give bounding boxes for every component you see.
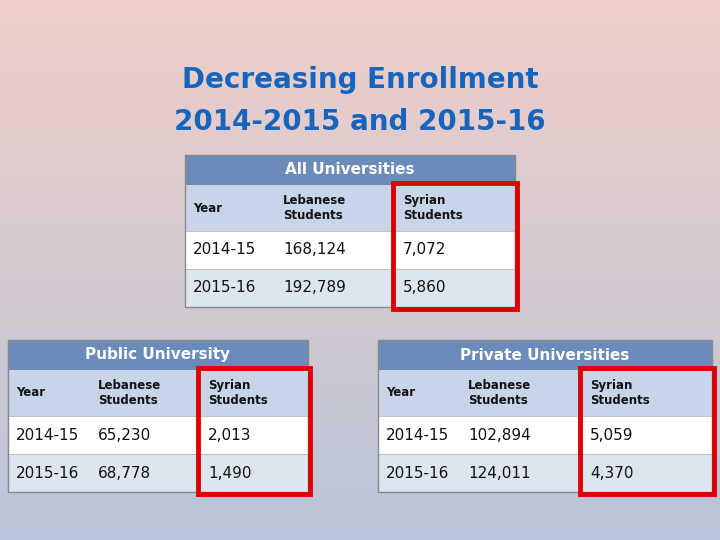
Text: Year: Year <box>16 387 45 400</box>
Text: 5,059: 5,059 <box>590 428 634 442</box>
Text: 7,072: 7,072 <box>403 242 446 258</box>
Text: 2015-16: 2015-16 <box>386 465 449 481</box>
Bar <box>185 269 515 307</box>
Text: Lebanese
Students: Lebanese Students <box>468 379 531 407</box>
Text: 192,789: 192,789 <box>283 280 346 295</box>
Text: Lebanese
Students: Lebanese Students <box>98 379 161 407</box>
Text: Private Universities: Private Universities <box>460 348 630 362</box>
Bar <box>8 340 308 370</box>
Bar <box>8 370 308 416</box>
Text: Lebanese
Students: Lebanese Students <box>283 194 346 222</box>
Text: 2015-16: 2015-16 <box>16 465 79 481</box>
Text: 2014-15: 2014-15 <box>16 428 79 442</box>
Bar <box>8 454 308 492</box>
Text: 168,124: 168,124 <box>283 242 346 258</box>
Text: 2,013: 2,013 <box>208 428 251 442</box>
Text: 2014-15: 2014-15 <box>386 428 449 442</box>
Text: 4,370: 4,370 <box>590 465 634 481</box>
Text: All Universities: All Universities <box>285 163 415 178</box>
Text: 68,778: 68,778 <box>98 465 151 481</box>
Text: Decreasing Enrollment: Decreasing Enrollment <box>181 66 539 94</box>
Bar <box>8 416 308 454</box>
Bar <box>185 185 515 231</box>
Bar <box>580 368 714 494</box>
Bar <box>378 340 712 370</box>
Bar <box>378 416 712 454</box>
Bar <box>185 231 515 269</box>
Text: 2015-16: 2015-16 <box>193 280 256 295</box>
Text: Syrian
Students: Syrian Students <box>403 194 463 222</box>
Bar <box>198 368 310 494</box>
Text: 2014-15: 2014-15 <box>193 242 256 258</box>
Text: Public University: Public University <box>86 348 230 362</box>
Text: 2014-2015 and 2015-16: 2014-2015 and 2015-16 <box>174 108 546 136</box>
Bar <box>185 155 515 185</box>
Text: 124,011: 124,011 <box>468 465 531 481</box>
Bar <box>8 340 308 492</box>
Text: 5,860: 5,860 <box>403 280 446 295</box>
Text: 65,230: 65,230 <box>98 428 151 442</box>
Text: Syrian
Students: Syrian Students <box>208 379 268 407</box>
Bar <box>185 155 515 307</box>
Bar <box>393 183 517 309</box>
Bar <box>378 370 712 416</box>
Bar <box>378 454 712 492</box>
Text: Year: Year <box>386 387 415 400</box>
Text: 1,490: 1,490 <box>208 465 251 481</box>
Text: 102,894: 102,894 <box>468 428 531 442</box>
Text: Syrian
Students: Syrian Students <box>590 379 649 407</box>
Text: Year: Year <box>193 201 222 214</box>
Bar <box>378 340 712 492</box>
